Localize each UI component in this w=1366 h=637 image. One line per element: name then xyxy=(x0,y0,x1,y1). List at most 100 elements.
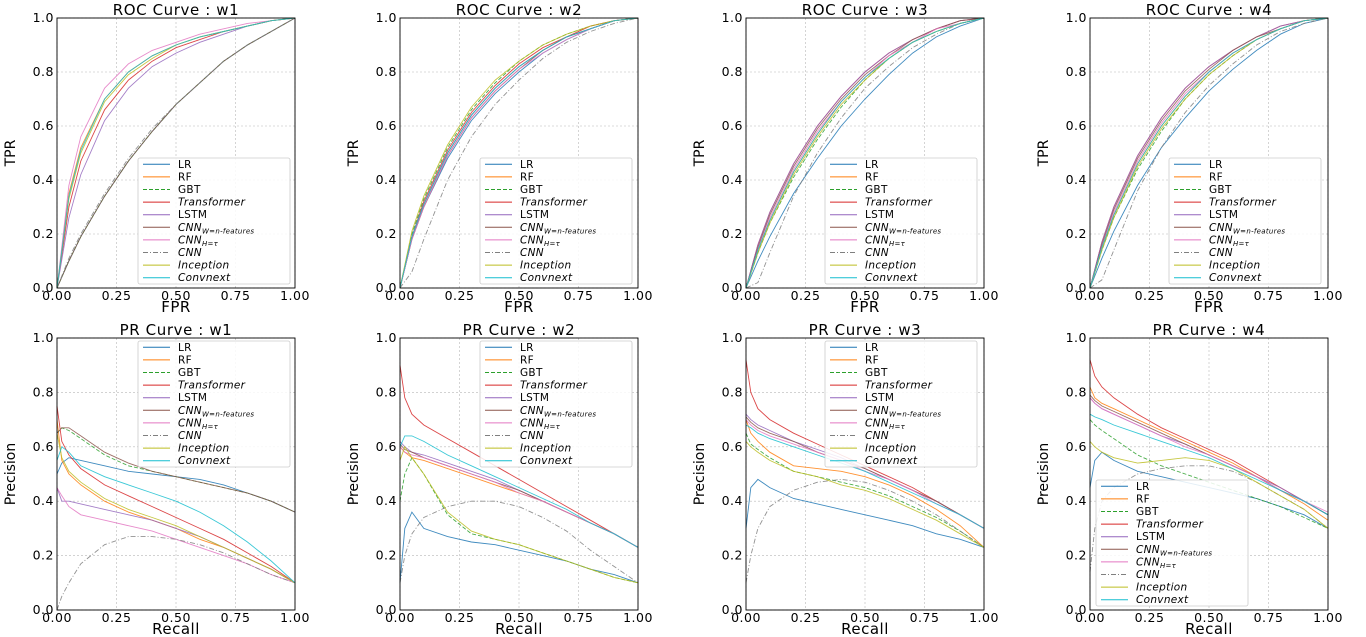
series-line-convnext xyxy=(1089,17,1329,289)
x-tick-label: 0.75 xyxy=(910,610,940,625)
legend-entry: LSTM xyxy=(865,392,894,404)
legend-entry: Transformer xyxy=(1209,197,1277,209)
x-tick-label: 0.00 xyxy=(385,288,415,303)
legend-entry: Convnext xyxy=(865,272,918,284)
y-axis-label: TPR xyxy=(346,139,362,167)
legend-entry: LR xyxy=(520,342,534,354)
chart-title: PR Curve : w2 xyxy=(463,321,576,339)
chart-title: ROC Curve : w4 xyxy=(1146,1,1273,19)
legend-entry: CNN xyxy=(178,430,202,442)
x-tick-label: 0.50 xyxy=(504,288,534,303)
chart-panel-8: 0.00 0.25 0.50 0.75 1.00 0.0 0.2 0.4 0.6 0.8 1.0 PR… xyxy=(1036,321,1342,637)
y-tick-label: 0.6 xyxy=(722,118,743,133)
legend: LRRFGBTTransformerLSTMCNNW=n-featuresCNN… xyxy=(824,340,978,468)
legend: LRRFGBTTransformerLSTMCNNW=n-featuresCNN… xyxy=(824,157,978,285)
legend-entry: LR xyxy=(865,159,879,171)
y-tick-label: 1.0 xyxy=(722,330,743,345)
x-tick-label: 0.50 xyxy=(161,288,191,303)
y-tick-label: 0.0 xyxy=(1066,280,1087,295)
series-line-rf xyxy=(745,419,985,548)
y-tick-label: 1.0 xyxy=(722,10,743,25)
legend: LRRFGBTTransformerLSTMCNNW=n-featuresCNN… xyxy=(1095,479,1249,607)
legend-entry: Transformer xyxy=(520,380,588,392)
legend-entry: Transformer xyxy=(1136,519,1204,531)
y-tick-label: 0.4 xyxy=(33,172,54,187)
legend-box xyxy=(137,340,291,468)
legend-entry: GBT xyxy=(520,367,543,379)
x-axis-label: FPR xyxy=(161,298,191,316)
series-line-convnext xyxy=(1089,413,1329,516)
y-tick-label: 0.4 xyxy=(722,172,743,187)
y-tick-label: 0.6 xyxy=(1066,118,1087,133)
legend-entry: GBT xyxy=(1136,506,1159,518)
x-axis-label: Recall xyxy=(152,620,200,637)
series-line-lr xyxy=(745,478,985,548)
legend-entry: LSTM xyxy=(1136,531,1165,543)
y-tick-label: 0.4 xyxy=(1066,172,1087,187)
y-tick-label: 1.0 xyxy=(33,330,54,345)
legend-box xyxy=(1095,479,1249,607)
x-axis-label: FPR xyxy=(850,298,880,316)
y-tick-label: 0.2 xyxy=(722,548,743,563)
x-tick-label: 0.50 xyxy=(850,288,880,303)
legend-entry: RF xyxy=(865,171,879,183)
axes-frame xyxy=(745,17,985,289)
y-tick-label: 0.6 xyxy=(722,439,743,454)
legend-entry: Transformer xyxy=(865,380,933,392)
legend-entry: Convnext xyxy=(520,272,573,284)
chart-panel-7: 0.00 0.25 0.50 0.75 1.00 0.0 0.2 0.4 0.6 0.8 1.0 PR… xyxy=(692,321,998,637)
legend-box xyxy=(1168,157,1322,285)
y-tick-label: 0.6 xyxy=(376,118,397,133)
legend-entry: CNN xyxy=(865,430,889,442)
legend-entry: CNN xyxy=(520,247,544,259)
legend: LRRFGBTTransformerLSTMCNNW=n-featuresCNN… xyxy=(479,157,633,285)
y-tick-label: 1.0 xyxy=(33,10,54,25)
legend-entry: GBT xyxy=(865,184,888,196)
legend-entry: LR xyxy=(865,342,879,354)
x-tick-label: 0.75 xyxy=(221,610,251,625)
x-tick-label: 0.25 xyxy=(102,288,132,303)
legend-entry: CNN xyxy=(865,247,889,259)
legend-entry: RF xyxy=(520,171,534,183)
series-line-lstm xyxy=(1089,17,1329,289)
x-tick-label: 0.25 xyxy=(1135,610,1165,625)
legend-box xyxy=(479,340,633,468)
series-line-convnext xyxy=(56,446,296,584)
legend-entry: Inception xyxy=(865,260,916,272)
legend-entry: Inception xyxy=(178,260,229,272)
legend-entry: LR xyxy=(178,342,192,354)
y-tick-label: 0.0 xyxy=(33,602,54,617)
chart-title: PR Curve : w1 xyxy=(120,321,233,339)
y-tick-label: 0.8 xyxy=(1066,64,1087,79)
y-tick-label: 0.4 xyxy=(33,493,54,508)
series-line-cnn xyxy=(56,536,296,611)
series-line-cnn xyxy=(399,500,639,584)
legend-entry: CNN xyxy=(178,247,202,259)
legend-entry: Convnext xyxy=(178,455,231,467)
legend-entry: LSTM xyxy=(520,392,549,404)
y-tick-label: 0.0 xyxy=(376,602,397,617)
series-line-convnext xyxy=(745,17,985,289)
y-axis-label: Precision xyxy=(346,443,362,505)
y-tick-label: 0.2 xyxy=(1066,548,1087,563)
series-line-convnext xyxy=(399,17,639,289)
x-tick-label: 0.50 xyxy=(504,610,534,625)
legend-entry: Inception xyxy=(1209,260,1260,272)
series-line-cnn xyxy=(56,17,296,289)
legend-entry: RF xyxy=(1136,493,1150,505)
y-axis-label: TPR xyxy=(692,139,708,167)
y-tick-label: 0.2 xyxy=(33,548,54,563)
x-axis-label: Recall xyxy=(841,620,889,637)
legend-entry: RF xyxy=(178,171,192,183)
x-tick-label: 1.00 xyxy=(969,288,999,303)
y-tick-label: 0.4 xyxy=(722,493,743,508)
legend-box xyxy=(824,340,978,468)
legend-entry: Inception xyxy=(1136,582,1187,594)
y-axis-label: Precision xyxy=(1036,443,1052,505)
legend: LRRFGBTTransformerLSTMCNNW=n-featuresCNN… xyxy=(479,340,633,468)
y-tick-label: 0.0 xyxy=(722,602,743,617)
legend-entry: Convnext xyxy=(1209,272,1262,284)
series-line-gbt xyxy=(1089,419,1329,529)
legend-entry: GBT xyxy=(178,367,201,379)
x-tick-label: 0.00 xyxy=(731,610,761,625)
